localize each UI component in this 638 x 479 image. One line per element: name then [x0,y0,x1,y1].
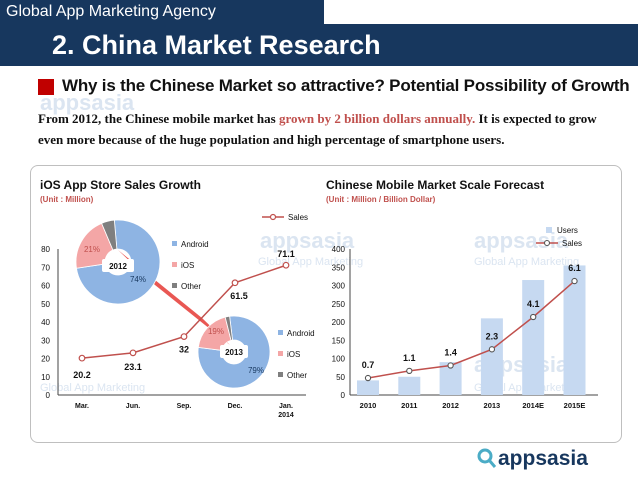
chart1-title: iOS App Store Sales Growth [40,178,201,192]
charts-panel [30,165,622,443]
paragraph-pre: From 2012, the Chinese mobile market has [38,111,279,126]
watermark-tagline: Global App Marketing [40,382,146,394]
chart2-unit: (Unit : Million / Billion Dollar) [326,195,436,204]
agency-label: Global App Marketing Agency [0,0,324,24]
footer-brand: appsasia [498,447,588,470]
paragraph-post: It is expected to grow even more because… [38,111,597,147]
watermark-tagline: Global App Marketing [258,256,364,268]
watermark-tagline: Global App Marketing [474,256,580,268]
chart1-unit: (Unit : Million) [40,195,94,204]
watermark-brand: appsasia [40,90,135,115]
brand-logo-icon [477,448,497,468]
watermark-tagline: Global App Marketing [474,382,580,394]
watermark-brand: appsasia [260,228,355,253]
title-bar [0,24,638,66]
bullet-square-icon [38,79,54,95]
watermark-brand: appsasia [474,352,569,377]
intro-paragraph: From 2012, the Chinese mobile market has… [38,108,618,150]
page-title: 2. China Market Research [52,30,381,60]
paragraph-highlight: grown by 2 billion dollars annually. [278,111,476,126]
watermark-brand: appsasia [474,228,569,253]
chart2-title: Chinese Mobile Market Scale Forecast [326,178,545,192]
subheading: Why is the Chinese Market so attractive?… [62,76,630,95]
